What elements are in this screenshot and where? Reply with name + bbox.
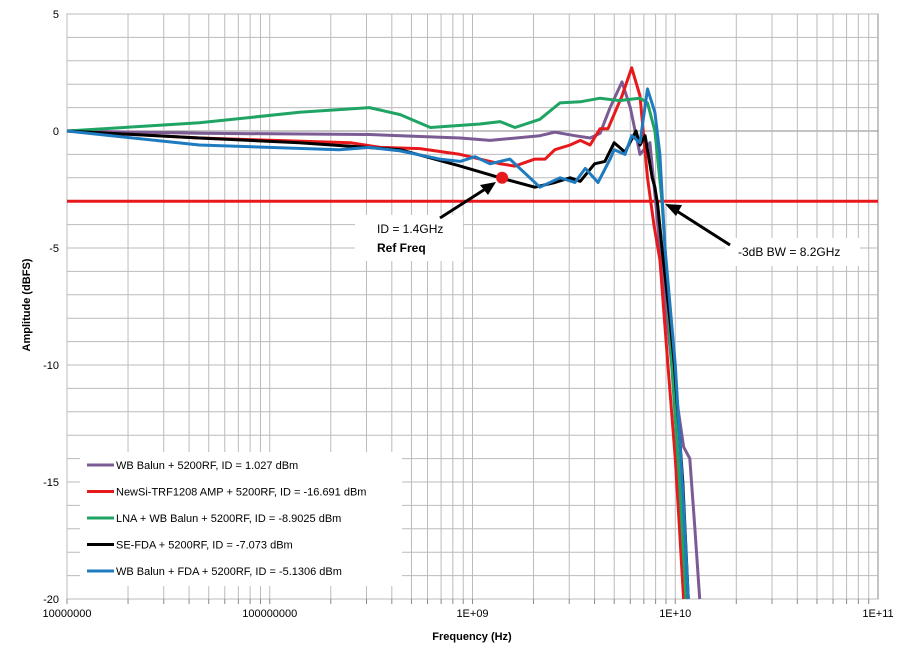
x-tick-label: 1E+09 [456, 608, 488, 620]
annotation-arrow [671, 206, 731, 247]
series-line-2 [66, 66, 686, 600]
series-group [66, 66, 878, 600]
y-tick-label: -5 [49, 243, 59, 255]
annotation-text-line2: Ref Freq [377, 241, 426, 255]
y-tick-labels: 5 0 -5 -10 -15 -20 [43, 9, 59, 606]
annotation-bandwidth: -3dB BW = 8.2GHz [665, 204, 860, 266]
annotation-box [355, 215, 463, 261]
legend: WB Balun + 5200RF, ID = 1.027 dBm NewSi-T… [80, 452, 402, 586]
x-tick-label: 10000000 [43, 608, 92, 620]
legend-label: WB Balun + FDA + 5200RF, ID = -5.1306 dB… [116, 566, 342, 578]
annotation-text-line1: ID = 1.4GHz [377, 222, 443, 236]
annotation-arrow [439, 184, 491, 220]
annotation-box [725, 238, 860, 266]
ref-freq-marker [496, 171, 509, 184]
y-axis-label: Amplitude (dBFS) [21, 258, 33, 351]
y-tick-label: -20 [43, 594, 59, 606]
x-tick-label: 1E+10 [659, 608, 691, 620]
y-tick-label: -10 [43, 360, 59, 372]
legend-label: WB Balun + 5200RF, ID = 1.027 dBm [116, 460, 298, 472]
annotation-ref-freq: ID = 1.4GHz Ref Freq [355, 182, 496, 261]
legend-label: LNA + WB Balun + 5200RF, ID = -8.9025 dB… [116, 513, 341, 525]
series-line-4 [66, 129, 690, 600]
x-axis-label: Frequency (Hz) [432, 631, 512, 643]
series-line-5 [66, 87, 690, 600]
x-tick-label: 1E+11 [862, 608, 893, 620]
annotation-text: -3dB BW = 8.2GHz [738, 245, 840, 259]
legend-label: NewSi-TRF1208 AMP + 5200RF, ID = -16.691… [116, 487, 366, 499]
x-tick-labels: 10000000 100000000 1E+09 1E+10 1E+11 [43, 608, 894, 620]
arrow-head-icon [480, 182, 496, 195]
arrow-head-icon [665, 204, 682, 216]
y-tick-label: 5 [53, 9, 59, 21]
y-tick-label: -15 [43, 477, 59, 489]
x-tick-label: 100000000 [242, 608, 297, 620]
legend-label: SE-FDA + 5200RF, ID = -7.073 dBm [116, 540, 293, 552]
y-tick-label: 0 [53, 126, 59, 138]
legend-box [80, 452, 402, 586]
